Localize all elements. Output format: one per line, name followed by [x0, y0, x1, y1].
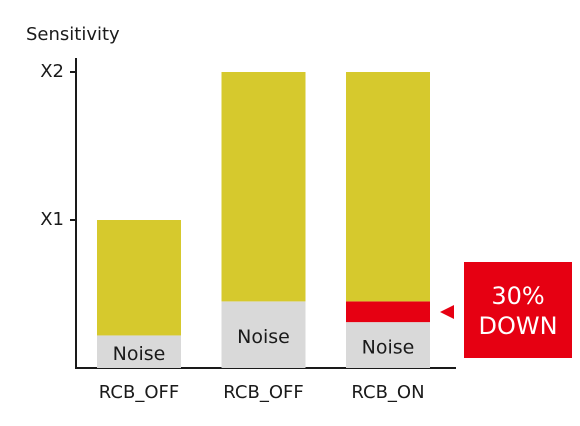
bar-segment: [221, 301, 306, 368]
bar-segment: [97, 335, 181, 368]
bar-segment: [346, 72, 430, 302]
segment-label: Noise: [362, 337, 415, 359]
annotation-text: 30%: [491, 282, 544, 310]
y-tick-label: X2: [40, 61, 64, 82]
bar-segment: [346, 301, 430, 323]
segment-label: Noise: [113, 343, 166, 365]
bar-segment: [346, 322, 430, 368]
annotation-text: DOWN: [478, 312, 557, 340]
annotation-box: [464, 262, 572, 358]
x-tick-label: RCB_OFF: [99, 382, 179, 403]
y-axis-label: Sensitivity: [26, 24, 120, 45]
bar-segment: [97, 220, 181, 336]
bar-segment: [221, 72, 306, 302]
y-tick-label: X1: [40, 209, 64, 230]
x-tick-label: RCB_OFF: [223, 382, 303, 403]
segment-label: Noise: [237, 326, 290, 348]
annotation-pointer: [440, 305, 454, 319]
x-tick-label: RCB_ON: [351, 382, 424, 403]
